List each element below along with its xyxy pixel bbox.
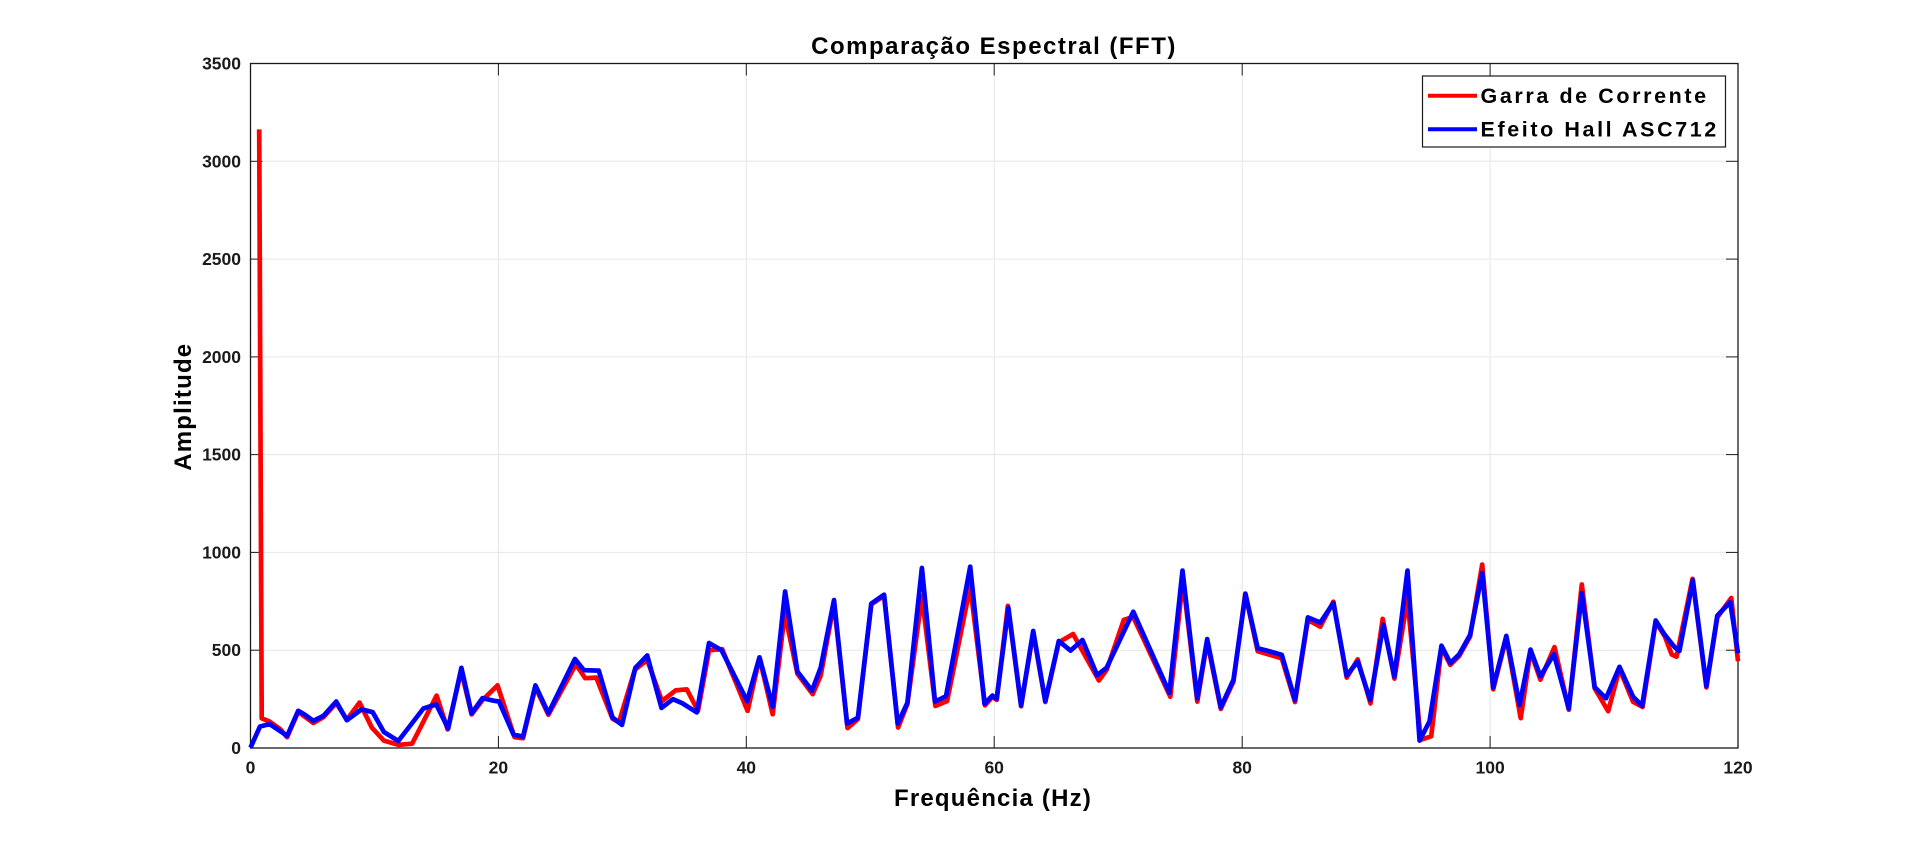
svg-text:Efeito Hall ASC712: Efeito Hall ASC712 [1481, 118, 1719, 142]
svg-text:0: 0 [246, 758, 256, 778]
svg-text:Garra de Corrente: Garra de Corrente [1481, 84, 1709, 108]
svg-text:Frequência (Hz): Frequência (Hz) [894, 785, 1092, 812]
svg-text:2500: 2500 [202, 249, 241, 269]
svg-text:1500: 1500 [202, 445, 241, 465]
svg-text:120: 120 [1723, 758, 1752, 778]
svg-text:60: 60 [984, 758, 1004, 778]
svg-text:100: 100 [1475, 758, 1504, 778]
svg-text:Comparação Espectral (FFT): Comparação Espectral (FFT) [811, 33, 1177, 60]
svg-text:1000: 1000 [202, 542, 241, 562]
svg-text:80: 80 [1232, 758, 1252, 778]
svg-text:2000: 2000 [202, 347, 241, 367]
svg-text:3500: 3500 [202, 54, 241, 74]
svg-text:20: 20 [489, 758, 509, 778]
svg-text:0: 0 [231, 738, 241, 758]
svg-text:3000: 3000 [202, 151, 241, 171]
svg-text:500: 500 [212, 640, 241, 660]
svg-text:40: 40 [737, 758, 757, 778]
svg-text:Amplitude: Amplitude [170, 343, 197, 471]
